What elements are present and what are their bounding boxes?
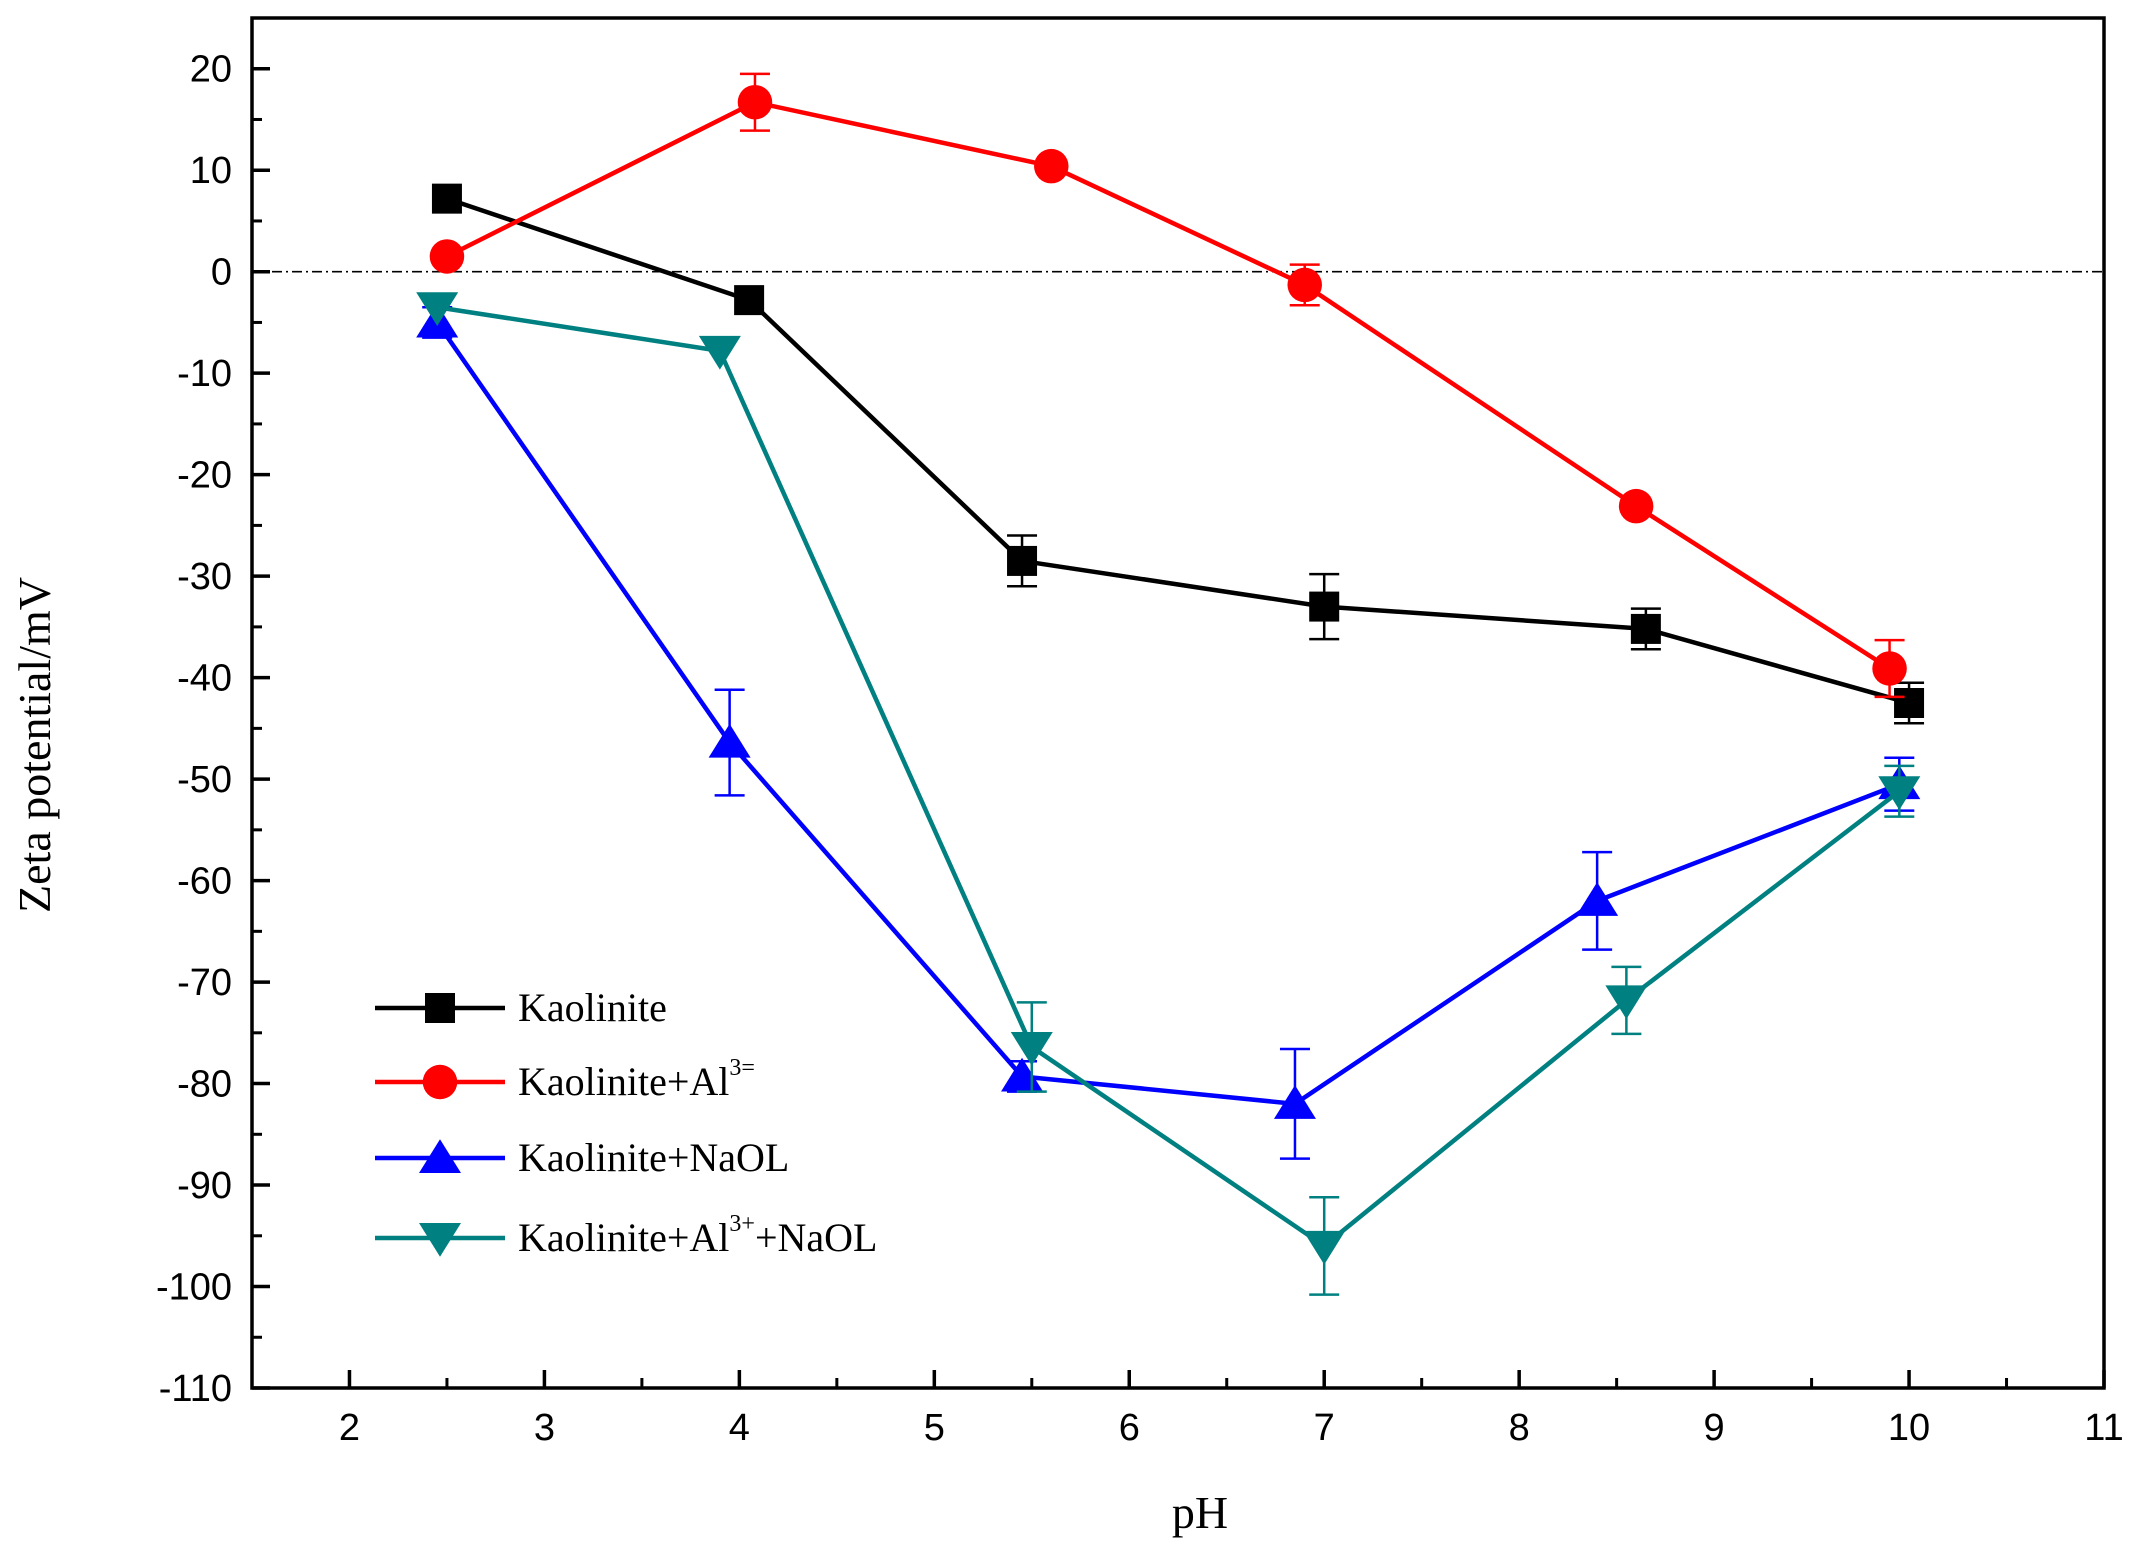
y-tick-label: 10 <box>190 150 232 192</box>
legend-label-main: Kaolinite+NaOL <box>518 1135 789 1180</box>
data-point <box>1872 651 1907 686</box>
legend-label: Kaolinite <box>518 985 667 1030</box>
series-line <box>445 99 1891 671</box>
data-point <box>708 723 751 758</box>
x-axis-title: pH <box>1172 1487 1228 1538</box>
series-2 <box>429 72 1907 699</box>
y-tick-label: -60 <box>177 861 232 903</box>
data-point <box>1605 985 1648 1020</box>
legend-marker <box>419 1139 461 1173</box>
series-3 <box>416 303 1921 1160</box>
data-point <box>1309 591 1340 622</box>
legend-entry-2: Kaolinite+Al3= <box>375 1055 755 1104</box>
y-tick-label: -20 <box>177 455 232 497</box>
data-point <box>737 84 773 120</box>
legend: KaoliniteKaolinite+Al3=Kaolinite+NaOLKao… <box>375 985 877 1260</box>
data-point <box>698 335 741 370</box>
data-series <box>416 72 1925 1296</box>
data-point <box>1894 688 1925 718</box>
data-point <box>1273 1085 1316 1119</box>
legend-label: Kaolinite+NaOL <box>518 1135 789 1180</box>
x-tick-label: 6 <box>1119 1407 1140 1449</box>
y-tick-label: 20 <box>190 49 232 91</box>
data-point <box>1630 613 1661 644</box>
y-axis-title: Zeta potential/mV <box>9 577 60 913</box>
series-1 <box>431 183 1925 725</box>
legend-marker <box>422 1064 458 1100</box>
legend-label: Kaolinite+Al3++NaOL <box>518 1211 877 1260</box>
x-tick-label: 4 <box>729 1407 750 1449</box>
series-4 <box>416 292 1921 1296</box>
data-point <box>1576 882 1619 916</box>
x-tick-label: 11 <box>2084 1407 2123 1449</box>
legend-marker <box>419 1223 461 1257</box>
x-tick-label: 10 <box>1888 1407 1930 1449</box>
y-tick-label: 0 <box>211 252 232 294</box>
legend-label: Kaolinite+Al3= <box>518 1055 755 1104</box>
axis-ticks: 20 10 0 -10 -20 -30 -40 -50 -60 -70 -80 -90 -100 -110… <box>156 49 2124 1449</box>
legend-label-main: Kaolinite+Al <box>518 1215 729 1260</box>
legend-label-superscript: 3= <box>729 1055 755 1081</box>
plot-frame <box>250 16 2106 1390</box>
legend-label-superscript: 3+ <box>729 1211 755 1237</box>
x-tick-label: 3 <box>534 1407 555 1449</box>
legend-label-tail: +NaOL <box>755 1215 878 1260</box>
legend-entry-3: Kaolinite+NaOL <box>375 1135 789 1180</box>
y-tick-label: -10 <box>177 353 232 395</box>
data-point <box>1034 148 1069 184</box>
x-tick-label: 8 <box>1509 1407 1530 1449</box>
data-point <box>1010 1032 1053 1066</box>
y-tick-label: -90 <box>177 1165 232 1207</box>
data-point <box>734 285 765 316</box>
legend-entry-4: Kaolinite+Al3++NaOL <box>375 1211 877 1260</box>
legend-label-main: Kaolinite <box>518 985 667 1030</box>
data-point <box>431 183 462 214</box>
x-tick-label: 9 <box>1704 1407 1725 1449</box>
legend-label-main: Kaolinite+Al <box>518 1059 729 1104</box>
y-tick-label: -70 <box>177 962 232 1004</box>
data-point <box>1618 488 1654 524</box>
data-point <box>1878 776 1921 811</box>
series-line <box>435 321 1901 1107</box>
series-line <box>446 196 1910 706</box>
series-line <box>436 304 1901 1249</box>
data-point <box>416 292 459 326</box>
legend-entry-1: Kaolinite <box>375 985 667 1030</box>
data-point <box>1007 545 1038 576</box>
y-tick-label: -100 <box>156 1267 232 1309</box>
x-tick-label: 2 <box>339 1407 360 1449</box>
y-tick-label: -80 <box>177 1064 232 1106</box>
y-tick-label: -50 <box>177 759 232 801</box>
x-tick-label: 7 <box>1314 1407 1335 1449</box>
x-tick-label: 5 <box>924 1407 945 1449</box>
data-point <box>429 239 465 274</box>
y-tick-label: -30 <box>177 556 232 598</box>
y-tick-label: -40 <box>177 658 232 700</box>
data-point <box>1287 267 1322 303</box>
axes <box>250 16 2106 1390</box>
y-tick-label: -110 <box>159 1368 232 1410</box>
legend-marker <box>425 993 455 1023</box>
data-point <box>1303 1230 1346 1265</box>
